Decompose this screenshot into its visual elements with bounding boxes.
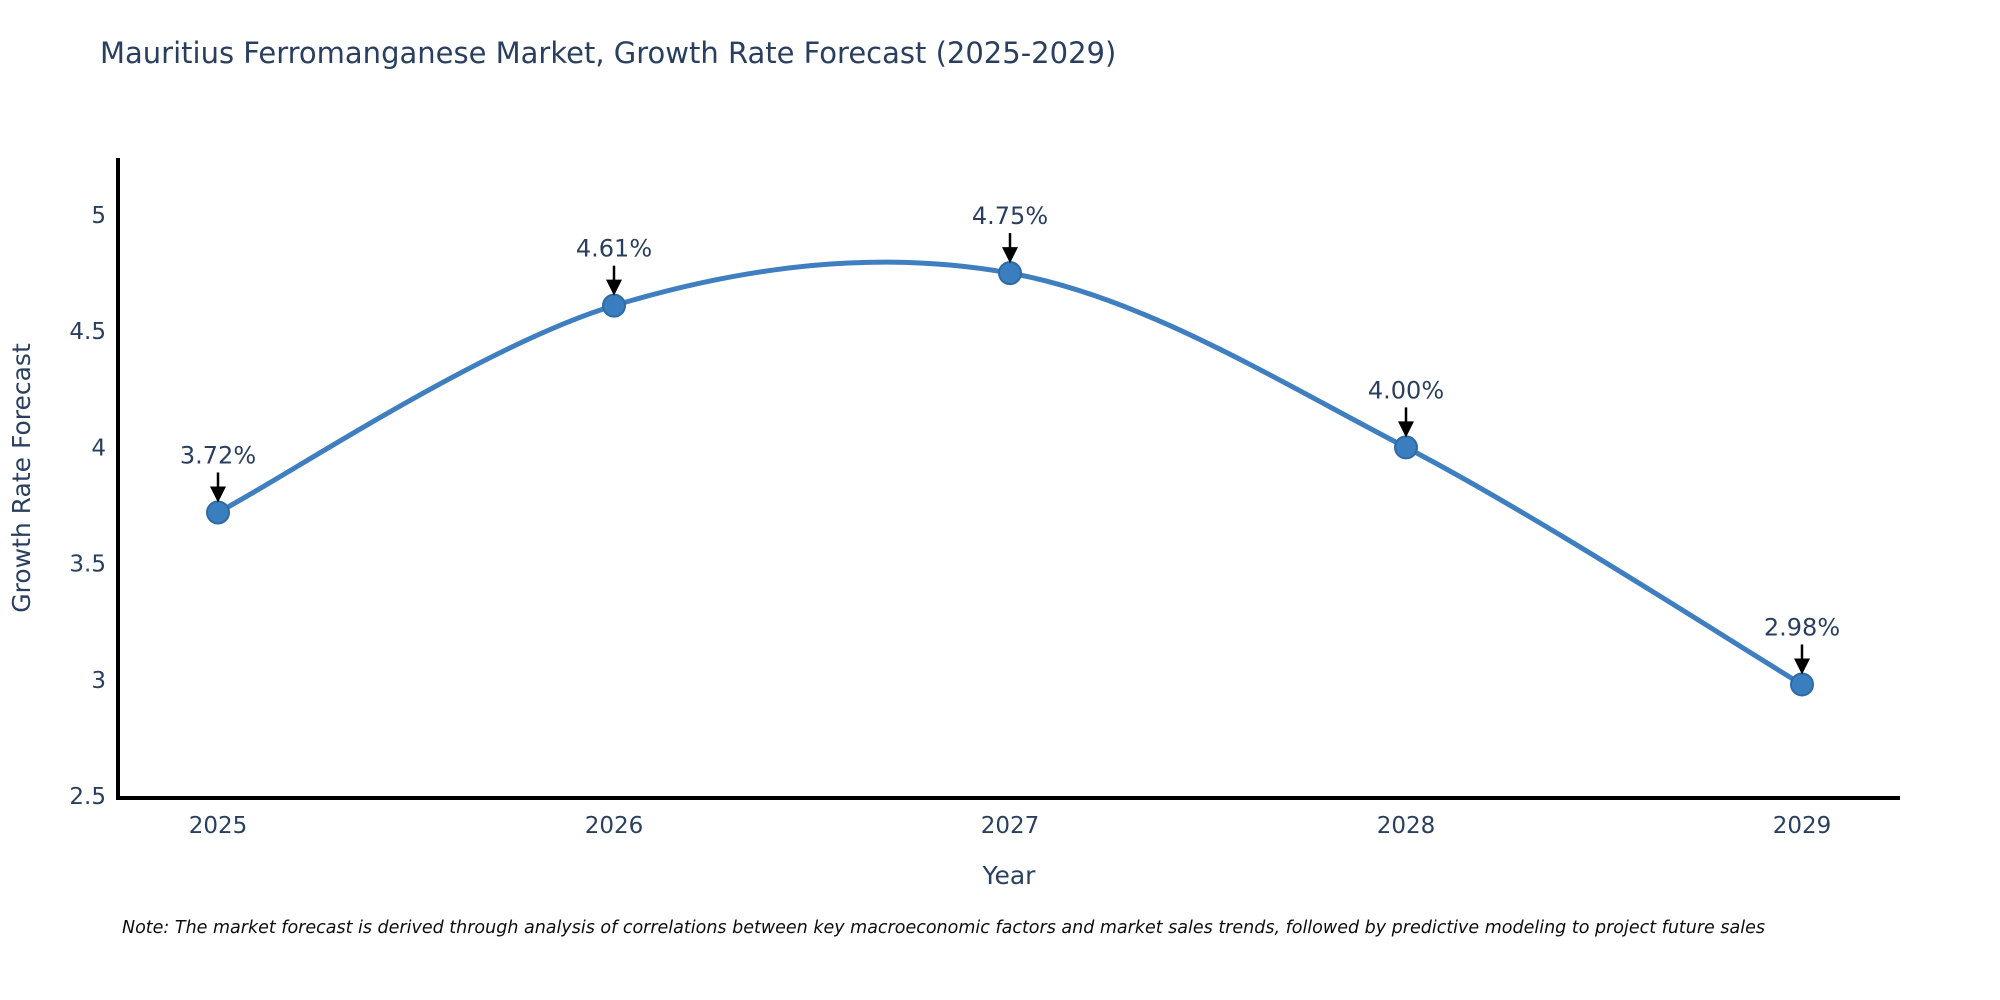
y-tick-label: 3 <box>91 668 106 694</box>
data-point-marker <box>998 261 1022 286</box>
annotation-arrow-head <box>606 279 622 296</box>
y-tick-label: 5 <box>91 203 106 229</box>
data-point-marker <box>1394 435 1418 460</box>
x-tick-label: 2025 <box>189 813 248 839</box>
x-axis-title: Year <box>982 861 1037 890</box>
x-tick-label: 2029 <box>1773 813 1832 839</box>
x-tick-label: 2028 <box>1377 813 1436 839</box>
annotation-arrow-head <box>1794 658 1810 675</box>
x-tick-label: 2026 <box>585 813 644 839</box>
y-tick-label: 2.5 <box>69 784 106 810</box>
data-point-marker <box>602 293 626 318</box>
annotation-arrow-head <box>1398 421 1414 438</box>
y-tick-label: 3.5 <box>69 552 106 578</box>
footnote: Note: The market forecast is derived thr… <box>122 918 1765 938</box>
chart-title: Mauritius Ferromanganese Market, Growth … <box>100 36 1117 70</box>
data-point-label: 4.00% <box>1368 376 1444 404</box>
annotation-arrow-head <box>210 486 226 503</box>
y-tick-label: 4 <box>91 435 106 461</box>
data-point-label: 2.98% <box>1764 613 1840 641</box>
annotation-arrow-head <box>1002 247 1018 264</box>
data-point-label: 4.75% <box>972 202 1048 230</box>
data-point-marker <box>206 500 230 525</box>
x-tick-label: 2027 <box>981 813 1040 839</box>
data-point-label: 4.61% <box>576 235 652 263</box>
data-point-label: 3.72% <box>180 441 256 469</box>
y-tick-label: 4.5 <box>69 319 106 345</box>
data-point-marker <box>1790 672 1814 697</box>
y-axis-title: Growth Rate Forecast <box>7 343 36 613</box>
forecast-line <box>215 259 1805 687</box>
